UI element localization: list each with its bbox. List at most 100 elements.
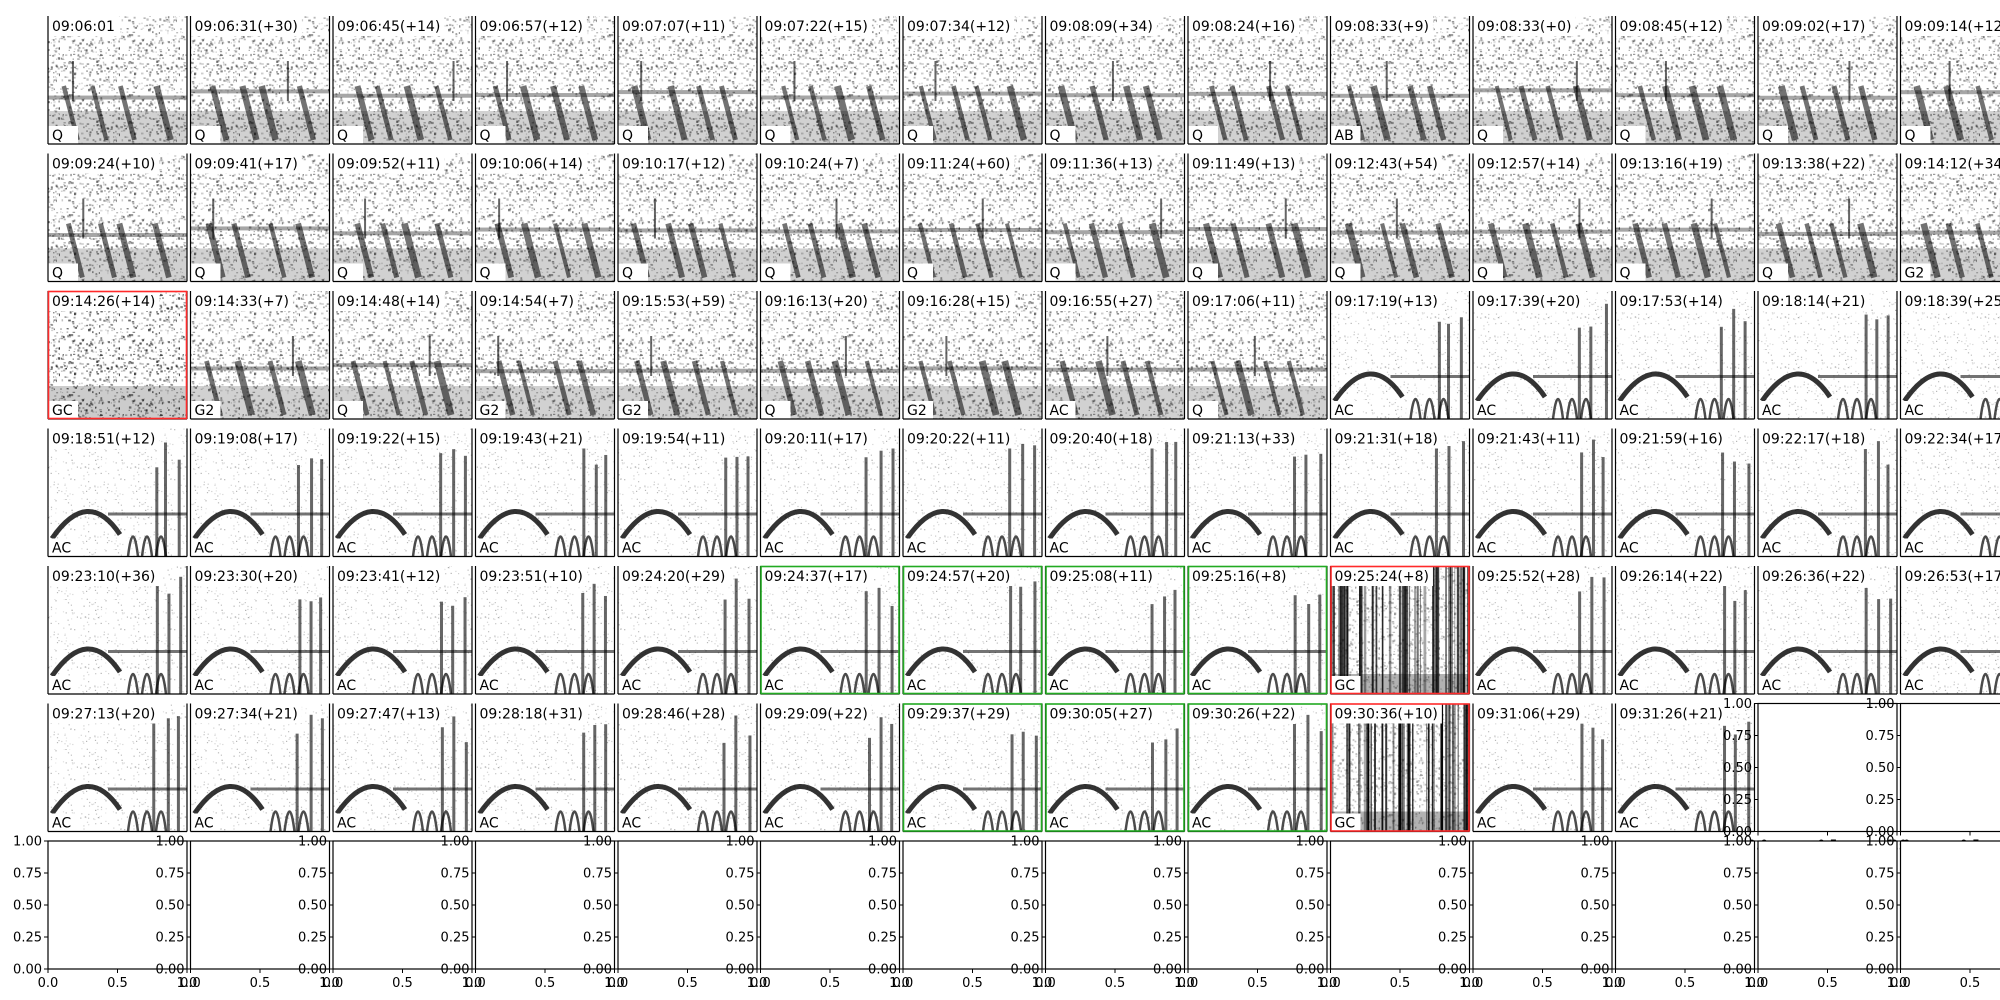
panel-time-label: 09:24:57(+20) [907, 569, 1010, 585]
panel-time-label: 09:19:43(+21) [480, 432, 583, 448]
spectrogram-panel: 09:09:02(+17) Q [1757, 16, 1898, 145]
spectrogram-panel: 09:14:12(+34) G2 [1899, 153, 2000, 283]
spectrogram-image [903, 428, 1042, 557]
y-tick-label: 0.00 [1866, 963, 1895, 978]
panel-class-label: Q [1905, 128, 1916, 144]
spectrogram-panel: 09:06:01 Q [47, 16, 188, 145]
spectrogram-image [1330, 703, 1470, 832]
y-tick-label: 0.50 [1581, 899, 1610, 914]
panel-class-label: AC [52, 816, 71, 832]
panel-time-label: 09:17:53(+14) [1620, 294, 1723, 310]
y-tick-label: 1.00 [583, 835, 612, 850]
spectrogram-panel: 09:14:26(+14) GC [47, 290, 188, 420]
spectrogram-image [190, 16, 330, 144]
x-tick-label: 1.0 [604, 976, 625, 991]
spectrogram-image [1188, 291, 1327, 419]
spectrogram-image [618, 703, 757, 832]
y-tick-label: 0.00 [1438, 963, 1467, 978]
spectrogram-image [1758, 153, 1897, 282]
panel-class-label: AC [52, 541, 71, 557]
panel-class-label: Q [907, 266, 918, 282]
panel-class-label: Q [1762, 128, 1773, 144]
y-tick-label: 1.00 [13, 835, 42, 850]
spectrogram-image [1900, 291, 2000, 419]
panel-class-label: AC [1335, 541, 1354, 557]
spectrogram-panel: 09:18:14(+21) AC [1757, 291, 1898, 420]
panel-time-label: 09:09:24(+10) [52, 157, 155, 173]
panel-time-label: 09:06:45(+14) [337, 19, 440, 35]
spectrogram-panel: 09:08:45(+12) Q [1614, 16, 1756, 145]
spectrogram-panel: 09:19:43(+21) AC [474, 428, 616, 558]
panel-time-label: 09:09:02(+17) [1762, 19, 1865, 35]
spectrogram-panel: 09:14:54(+7) G2 [474, 291, 616, 420]
y-tick-label: 0.50 [1866, 761, 1895, 776]
panel-time-label: 09:18:39(+25) [1905, 294, 2000, 310]
panel-class-label: G2 [195, 403, 215, 419]
spectrogram-panel: 09:13:16(+19) Q [1614, 153, 1756, 283]
panel-time-label: 09:07:07(+11) [622, 19, 725, 35]
panel-class-label: AB [1335, 128, 1354, 144]
panel-highlight-border [1045, 565, 1185, 695]
y-tick-label: 0.00 [1723, 825, 1752, 840]
spectrogram-panel: 09:30:26(+22) AC [1187, 703, 1328, 833]
y-tick-label: 1.00 [868, 835, 897, 850]
y-tick-label: 0.75 [1581, 867, 1610, 882]
x-tick-label: 1.0 [747, 976, 768, 991]
spectrogram-image [1188, 153, 1327, 282]
spectrogram-panel: 09:08:09(+34) Q [1044, 16, 1186, 145]
y-tick-label: 0.75 [1011, 867, 1040, 882]
y-tick-label: 1.00 [1296, 835, 1325, 850]
spectrogram-panel: 09:14:48(+14) Q [332, 291, 473, 420]
y-tick-label: 0.25 [1723, 793, 1752, 808]
panel-class-label: AC [1905, 678, 1924, 694]
spectrogram-panel: 09:19:08(+17) AC [189, 428, 331, 558]
spectrogram-panel: 09:17:06(+11) Q [1187, 291, 1328, 420]
panel-time-label: 09:16:55(+27) [1050, 294, 1153, 310]
x-tick-label: 1.0 [177, 976, 198, 991]
spectrogram-panel: 09:30:05(+27) AC [1044, 703, 1186, 833]
spectrogram-panel: 09:11:49(+13) Q [1187, 153, 1328, 283]
panel-class-label: AC [765, 541, 784, 557]
panel-time-label: 09:10:17(+12) [622, 157, 725, 173]
spectrogram-panel: 09:06:57(+12) Q [474, 16, 616, 145]
y-tick-label: 0.25 [1866, 931, 1895, 946]
spectrogram-image [1473, 153, 1612, 282]
x-tick-label: 0.0 [608, 976, 629, 991]
panel-class-label: GC [1335, 678, 1356, 694]
spectrogram-panel: 09:09:24(+10) Q [47, 153, 188, 283]
spectrogram-image [1758, 291, 1897, 419]
x-tick-label: 1.0 [1602, 976, 1623, 991]
panel-time-label: 09:09:41(+17) [195, 157, 298, 173]
y-tick-label: 0.00 [1866, 825, 1895, 840]
panel-class-label: AC [337, 678, 356, 694]
x-tick-label: 0.0 [1605, 976, 1626, 991]
spectrogram-panel: 09:09:52(+11) Q [332, 153, 473, 283]
panel-class-label: Q [907, 128, 918, 144]
y-tick-label: 0.00 [868, 963, 897, 978]
spectrogram-image [903, 153, 1042, 282]
panel-time-label: 09:22:17(+18) [1762, 432, 1865, 448]
spectrogram-panel: 09:07:07(+11) Q [617, 16, 758, 145]
panel-time-label: 09:11:24(+60) [907, 157, 1010, 173]
panel-highlight-border [902, 565, 1043, 695]
x-tick-label: 0.0 [1178, 976, 1199, 991]
y-tick-label: 0.75 [441, 867, 470, 882]
spectrogram-panel: 09:20:40(+18) AC [1044, 428, 1186, 558]
spectrogram-image [1900, 153, 2000, 282]
x-tick-label: 1.0 [1174, 976, 1195, 991]
spectrogram-image [1758, 566, 1897, 694]
spectrogram-image [1188, 703, 1327, 832]
panel-time-label: 09:30:26(+22) [1192, 707, 1295, 723]
panel-class-label: AC [1762, 403, 1781, 419]
spectrogram-image [1615, 566, 1755, 694]
spectrogram-panel: 09:31:06(+29) AC [1472, 703, 1613, 833]
x-tick-label: 0.5 [1247, 976, 1268, 991]
panel-time-label: 09:30:05(+27) [1050, 707, 1153, 723]
spectrogram-panel: 09:06:45(+14) Q [332, 16, 473, 145]
y-tick-label: 0.25 [1866, 793, 1895, 808]
panel-class-label: AC [1050, 403, 1069, 419]
panel-class-label: AC [765, 816, 784, 832]
y-tick-label: 0.00 [1296, 963, 1325, 978]
spectrogram-panel: 09:16:28(+15) G2 [902, 291, 1043, 420]
